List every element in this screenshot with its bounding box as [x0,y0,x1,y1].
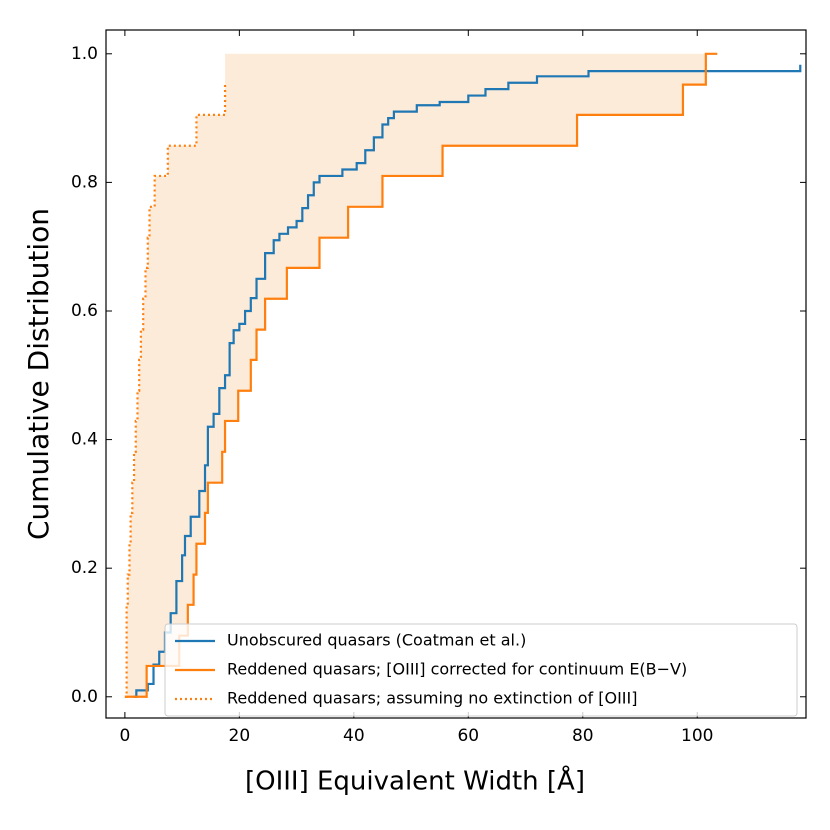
x-tick-label: 100 [681,726,713,746]
x-tick-label: 40 [343,726,365,746]
y-axis-label: Cumulative Distribution [22,208,55,540]
y-tick-label: 0.0 [71,687,98,707]
x-tick-label: 60 [457,726,479,746]
y-tick-label: 0.8 [71,172,98,192]
plot-frame [105,29,807,719]
y-tick-label: 0.4 [71,430,98,450]
y-tick-label: 1.0 [71,44,98,64]
step-line [133,64,802,698]
step-line [124,52,718,698]
y-tick-label: 0.6 [71,301,98,321]
step-line [124,84,227,698]
legend-label: Reddened quasars; [OIII] corrected for c… [227,660,687,679]
x-axis-label: [OIII] Equivalent Width [Å] [245,765,585,797]
y-tick-label: 0.2 [71,558,98,578]
x-tick-label: 0 [119,726,130,746]
legend-label: Unobscured quasars (Coatman et al.) [227,631,526,650]
legend-box [164,623,798,717]
x-tick-label: 20 [229,726,251,746]
legend-label: Reddened quasars; assuming no extinction… [227,689,637,708]
shaded-band [124,53,718,697]
x-tick-label: 80 [572,726,594,746]
